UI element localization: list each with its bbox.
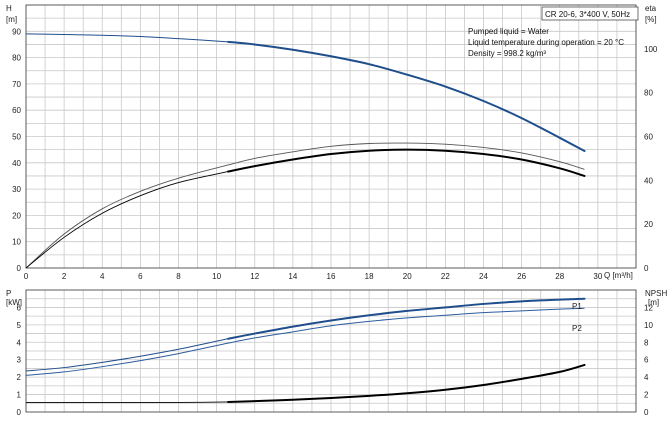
eta-curve-line bbox=[25, 149, 585, 269]
npsh-tick-label: 0 bbox=[644, 408, 649, 417]
npsh-tick-label: 2 bbox=[644, 391, 649, 400]
power-tick-label: 4 bbox=[17, 338, 22, 347]
head-axis-symbol: H bbox=[6, 4, 12, 13]
x-tick-label: 12 bbox=[250, 272, 259, 281]
x-tick-label: 20 bbox=[403, 272, 412, 281]
x-tick-label: 6 bbox=[138, 272, 143, 281]
eta-tick-label: 0 bbox=[644, 264, 649, 273]
npsh-axis-unit: [m] bbox=[648, 298, 659, 307]
plot-frames bbox=[25, 4, 637, 413]
npsh-axis-symbol: NPSH bbox=[645, 289, 667, 298]
x-tick-label: 14 bbox=[288, 272, 297, 281]
x-tick-label: 30 bbox=[593, 272, 602, 281]
x-tick-label: 10 bbox=[212, 272, 221, 281]
x-axis-label: Q [m³/h] bbox=[604, 271, 633, 280]
x-tick-label: 22 bbox=[441, 272, 450, 281]
npsh-tick-label: 8 bbox=[644, 338, 649, 347]
pump-label: CR 20-6, 3*400 V, 50Hz bbox=[545, 10, 630, 19]
npsh-tick-label: 6 bbox=[644, 356, 649, 365]
head-tick-label: 90 bbox=[12, 27, 21, 36]
eta-tick-label: 20 bbox=[644, 220, 653, 229]
npsh-tick-label: 4 bbox=[644, 373, 649, 382]
top-plot-frame bbox=[25, 4, 637, 269]
pump-label-box bbox=[541, 6, 639, 21]
head-tick-label: 70 bbox=[12, 80, 21, 89]
head-tick-label: 10 bbox=[12, 238, 21, 247]
curves bbox=[25, 33, 586, 403]
npsh-curve-line bbox=[26, 364, 585, 403]
x-tick-label: 18 bbox=[365, 272, 374, 281]
npsh-tick-label: 10 bbox=[644, 321, 653, 330]
x-tick-label: 28 bbox=[555, 272, 564, 281]
head-tick-label: 0 bbox=[17, 264, 22, 273]
bottom-plot-frame bbox=[25, 289, 637, 413]
eta-axis-unit: [%] bbox=[645, 15, 657, 24]
series-label-p1: P1 bbox=[572, 302, 582, 311]
head-tick-label: 60 bbox=[12, 106, 21, 115]
series-label-p2: P2 bbox=[572, 324, 582, 333]
power-tick-label: 6 bbox=[17, 303, 22, 312]
eta-tick-label: 100 bbox=[644, 45, 658, 54]
info-liquid-temperature: Liquid temperature during operation = 20… bbox=[468, 38, 624, 47]
eta-curve-operating-range bbox=[227, 148, 586, 177]
x-tick-label: 8 bbox=[176, 272, 181, 281]
eta-axis-symbol: eta bbox=[645, 4, 657, 13]
info-density: Density = 998.2 kg/m³ bbox=[468, 49, 546, 58]
x-tick-label: 2 bbox=[62, 272, 67, 281]
power-tick-label: 3 bbox=[17, 356, 22, 365]
x-tick-label: 24 bbox=[479, 272, 488, 281]
gridlines bbox=[26, 5, 636, 412]
head-tick-label: 20 bbox=[12, 211, 21, 220]
x-tick-label: 4 bbox=[100, 272, 105, 281]
info-pumped-liquid: Pumped liquid = Water bbox=[468, 27, 549, 36]
x-tick-label: 0 bbox=[24, 272, 29, 281]
power-axis-symbol: P bbox=[6, 289, 11, 298]
eta-upper-curve-line bbox=[25, 142, 585, 269]
head-tick-label: 30 bbox=[12, 185, 21, 194]
power-tick-label: 2 bbox=[17, 373, 22, 382]
eta-tick-label: 60 bbox=[644, 133, 653, 142]
power-tick-label: 0 bbox=[17, 408, 22, 417]
power-axis-unit: [kW] bbox=[6, 298, 22, 307]
p2-curve-line bbox=[25, 307, 585, 376]
power-tick-label: 5 bbox=[17, 321, 22, 330]
p1-curve-line bbox=[25, 298, 585, 372]
eta-tick-label: 80 bbox=[644, 89, 653, 98]
x-tick-label: 26 bbox=[517, 272, 526, 281]
npsh-curve-operating-range bbox=[227, 363, 586, 403]
head-curve-operating-range bbox=[227, 40, 586, 152]
head-axis-unit: [m] bbox=[6, 15, 17, 24]
p1-curve-operating-range bbox=[227, 297, 586, 340]
eta-tick-label: 40 bbox=[644, 176, 653, 185]
head-tick-label: 40 bbox=[12, 159, 21, 168]
x-tick-label: 16 bbox=[327, 272, 336, 281]
head-tick-label: 50 bbox=[12, 133, 21, 142]
power-tick-label: 1 bbox=[17, 391, 22, 400]
head-tick-label: 80 bbox=[12, 54, 21, 63]
npsh-tick-label: 12 bbox=[644, 303, 653, 312]
